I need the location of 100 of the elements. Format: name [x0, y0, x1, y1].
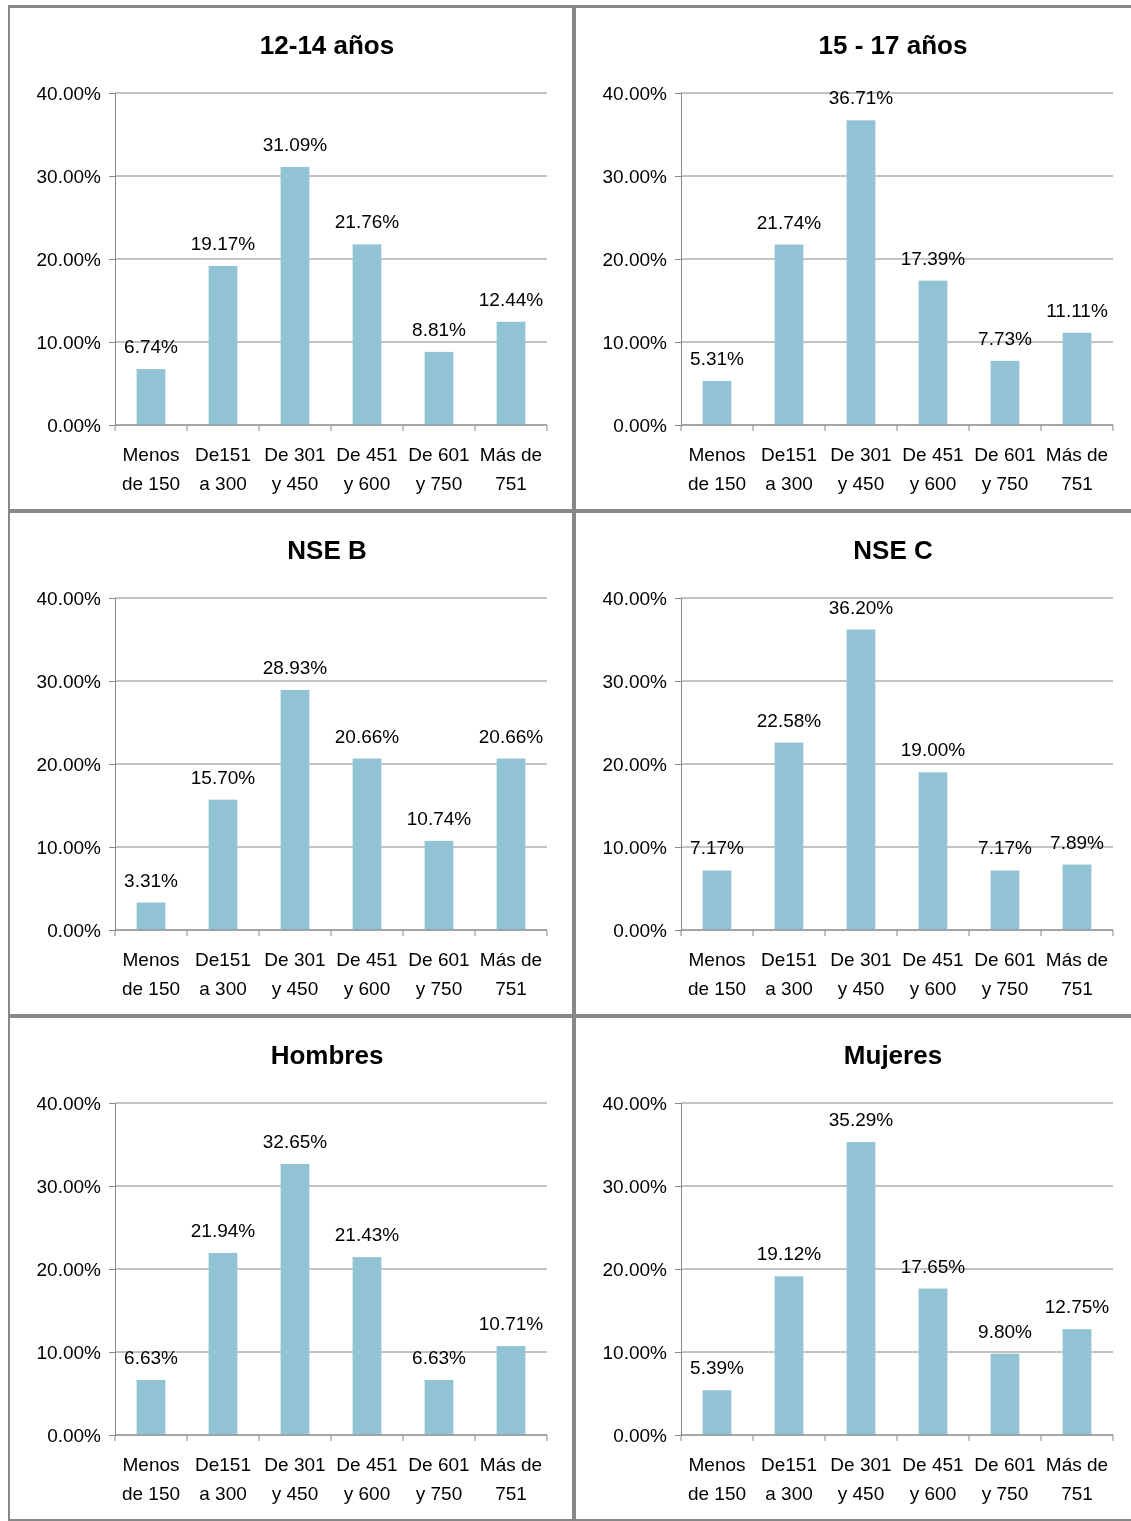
chart-title: Hombres: [270, 1040, 384, 1070]
data-label: 31.09%: [262, 133, 328, 155]
y-tick-label: 40.00%: [36, 587, 102, 609]
data-label: 17.39%: [900, 247, 966, 269]
bar: [424, 840, 454, 930]
data-label: 35.29%: [828, 1109, 894, 1131]
x-tick-label: De 301 y 450: [264, 444, 326, 494]
x-tick-label: De 601 y 750: [974, 444, 1036, 494]
y-tick-label: 40.00%: [36, 1092, 102, 1114]
x-tick-label: De 601 y 750: [408, 444, 470, 494]
data-label: 15.70%: [190, 766, 256, 788]
y-tick-label: 0.00%: [47, 414, 102, 436]
bar: [990, 870, 1020, 930]
y-tick-label: 0.00%: [613, 1424, 668, 1446]
y-tick-label: 30.00%: [602, 165, 668, 187]
data-label: 36.20%: [828, 596, 894, 618]
x-tick-label: De 451 y 600: [902, 1454, 964, 1504]
data-label: 21.76%: [334, 211, 400, 233]
bar: [496, 758, 526, 930]
y-tick-label: 40.00%: [36, 82, 102, 104]
bar: [424, 1379, 454, 1435]
data-label: 6.63%: [124, 1346, 179, 1368]
data-label: 6.74%: [124, 336, 179, 358]
x-tick-label: De151 a 300: [761, 444, 817, 494]
y-tick-label: 40.00%: [602, 1092, 668, 1114]
bar: [918, 772, 948, 930]
x-tick-label: Menos de 150: [687, 444, 747, 494]
y-tick-label: 10.00%: [602, 331, 668, 353]
bar: [352, 244, 382, 425]
data-label: 8.81%: [412, 318, 467, 340]
chart-title: 15 - 17 años: [818, 30, 968, 60]
x-tick-label: De151 a 300: [195, 444, 251, 494]
y-tick-label: 0.00%: [613, 414, 668, 436]
y-tick-label: 10.00%: [36, 1341, 102, 1363]
y-tick-label: 40.00%: [602, 587, 668, 609]
y-tick-label: 30.00%: [36, 165, 102, 187]
y-tick-label: 20.00%: [602, 1258, 668, 1280]
x-tick-label: Menos de 150: [687, 949, 747, 999]
data-label: 11.11%: [1046, 299, 1108, 321]
y-tick-label: 10.00%: [36, 331, 102, 353]
x-tick-label: De 301 y 450: [830, 444, 892, 494]
bar: [280, 689, 310, 930]
data-label: 28.93%: [262, 656, 328, 678]
x-tick-label: Más de 751: [479, 1454, 543, 1504]
y-tick-label: 10.00%: [36, 836, 102, 858]
bar: [280, 1164, 310, 1435]
x-tick-label: Menos de 150: [121, 1454, 181, 1504]
x-tick-label: De151 a 300: [195, 949, 251, 999]
chart-title: NSE B: [287, 535, 367, 565]
y-tick-label: 30.00%: [36, 670, 102, 692]
x-tick-label: De 301 y 450: [264, 949, 326, 999]
bar: [136, 369, 166, 425]
data-label: 20.66%: [478, 725, 544, 747]
x-tick-label: De 451 y 600: [336, 949, 398, 999]
bar: [918, 280, 948, 425]
y-tick-label: 20.00%: [602, 248, 668, 270]
chart-title: Mujeres: [843, 1040, 943, 1070]
y-tick-label: 30.00%: [602, 1175, 668, 1197]
bar: [208, 1252, 238, 1435]
x-tick-label: De 601 y 750: [408, 1454, 470, 1504]
bar: [208, 799, 238, 930]
x-tick-label: De 301 y 450: [830, 949, 892, 999]
y-tick-label: 10.00%: [602, 1341, 668, 1363]
data-label: 21.74%: [756, 211, 822, 233]
data-label: 19.00%: [900, 739, 966, 761]
x-tick-label: De 601 y 750: [974, 1454, 1036, 1504]
data-label: 6.63%: [412, 1346, 467, 1368]
bar: [352, 758, 382, 930]
chart-title: 12-14 años: [259, 30, 395, 60]
bar: [496, 321, 526, 425]
bar: [352, 1257, 382, 1435]
data-label: 3.31%: [124, 869, 179, 891]
bar: [990, 1353, 1020, 1435]
x-tick-label: De 601 y 750: [974, 949, 1036, 999]
chart-title: NSE C: [853, 535, 933, 565]
x-tick-label: Menos de 150: [121, 949, 181, 999]
data-label: 7.17%: [690, 837, 745, 859]
x-tick-label: De 451 y 600: [336, 444, 398, 494]
bar: [774, 244, 804, 425]
y-tick-label: 0.00%: [613, 919, 668, 941]
bar: [846, 629, 876, 930]
x-tick-label: De151 a 300: [761, 949, 817, 999]
x-tick-label: De 301 y 450: [830, 1454, 892, 1504]
x-tick-label: De 451 y 600: [336, 1454, 398, 1504]
bar: [846, 120, 876, 425]
data-label: 21.94%: [190, 1219, 256, 1241]
data-label: 32.65%: [262, 1131, 328, 1153]
data-label: 7.17%: [978, 837, 1033, 859]
y-tick-label: 0.00%: [47, 1424, 102, 1446]
data-label: 22.58%: [756, 709, 822, 731]
x-tick-label: Más de 751: [1045, 949, 1109, 999]
x-tick-label: De 451 y 600: [902, 444, 964, 494]
bar: [136, 1379, 166, 1435]
y-tick-label: 20.00%: [602, 753, 668, 775]
data-label: 7.89%: [1050, 831, 1105, 853]
bar: [280, 166, 310, 425]
bar: [774, 742, 804, 930]
data-label: 9.80%: [978, 1320, 1033, 1342]
bar: [1062, 1329, 1092, 1435]
bar: [846, 1142, 876, 1435]
